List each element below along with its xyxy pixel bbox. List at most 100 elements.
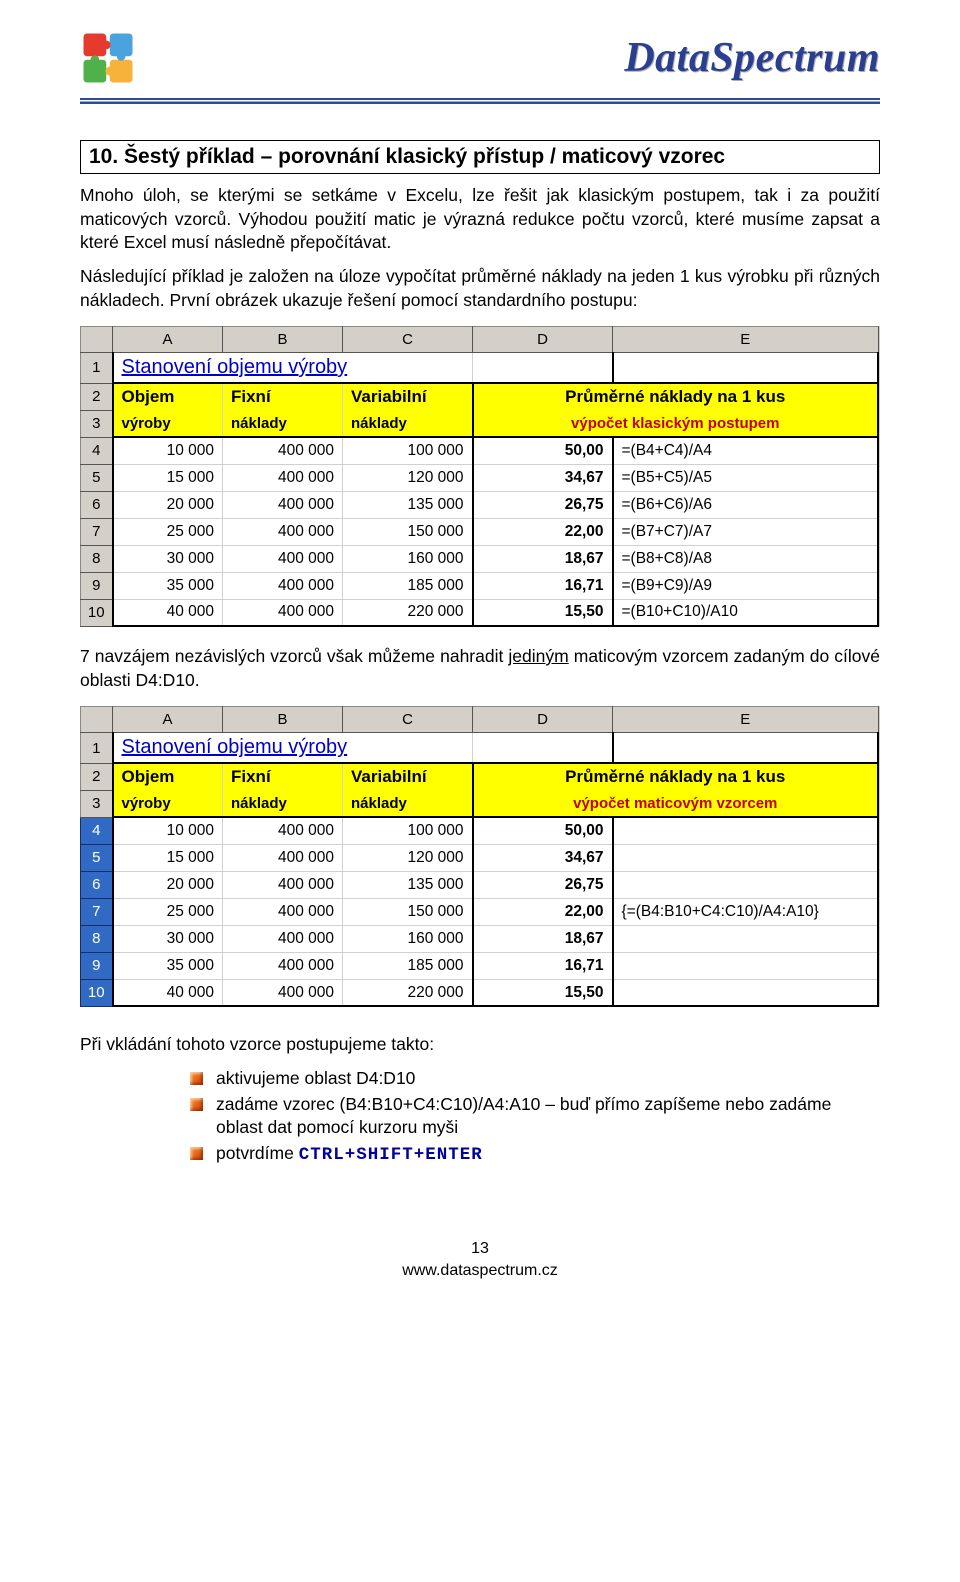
- cell-e[interactable]: =(B10+C10)/A10: [613, 599, 879, 626]
- row-header[interactable]: 2: [81, 763, 113, 790]
- row-header[interactable]: 7: [81, 518, 113, 545]
- cell-b[interactable]: 400 000: [223, 952, 343, 979]
- cell-c[interactable]: 220 000: [343, 599, 473, 626]
- cell-d[interactable]: 50,00: [473, 437, 613, 464]
- col-header-e[interactable]: E: [613, 327, 879, 353]
- row-header[interactable]: 5: [81, 464, 113, 491]
- cell-d[interactable]: 18,67: [473, 545, 613, 572]
- cell-e[interactable]: =(B9+C9)/A9: [613, 572, 879, 599]
- cell-b[interactable]: 400 000: [223, 979, 343, 1006]
- cell-b[interactable]: 400 000: [223, 817, 343, 844]
- cell-e[interactable]: =(B8+C8)/A8: [613, 545, 879, 572]
- cell-b[interactable]: 400 000: [223, 898, 343, 925]
- cell-c[interactable]: 220 000: [343, 979, 473, 1006]
- cell-c[interactable]: 100 000: [343, 817, 473, 844]
- corner-cell[interactable]: [81, 327, 113, 353]
- row-header[interactable]: 6: [81, 871, 113, 898]
- cell-e[interactable]: =(B7+C7)/A7: [613, 518, 879, 545]
- cell-b[interactable]: 400 000: [223, 518, 343, 545]
- col-header-a[interactable]: A: [113, 327, 223, 353]
- row-header[interactable]: 2: [81, 383, 113, 410]
- cell-b[interactable]: 400 000: [223, 464, 343, 491]
- cell-e[interactable]: [613, 979, 879, 1006]
- col-header-e[interactable]: E: [613, 707, 879, 733]
- cell-a[interactable]: 10 000: [113, 437, 223, 464]
- row-header[interactable]: 9: [81, 572, 113, 599]
- cell-c[interactable]: 160 000: [343, 545, 473, 572]
- cell-b[interactable]: 400 000: [223, 437, 343, 464]
- cell-c[interactable]: 135 000: [343, 871, 473, 898]
- cell-c[interactable]: 150 000: [343, 898, 473, 925]
- row-header[interactable]: 10: [81, 979, 113, 1006]
- cell-a[interactable]: 10 000: [113, 817, 223, 844]
- cell-c[interactable]: 120 000: [343, 464, 473, 491]
- cell-c[interactable]: 185 000: [343, 572, 473, 599]
- cell-b[interactable]: 400 000: [223, 599, 343, 626]
- col-header-a[interactable]: A: [113, 707, 223, 733]
- cell-c[interactable]: 135 000: [343, 491, 473, 518]
- cell-d[interactable]: 26,75: [473, 871, 613, 898]
- cell-a[interactable]: 35 000: [113, 572, 223, 599]
- cell-e[interactable]: [613, 952, 879, 979]
- cell-b[interactable]: 400 000: [223, 871, 343, 898]
- cell-d[interactable]: 22,00: [473, 898, 613, 925]
- cell-b[interactable]: 400 000: [223, 925, 343, 952]
- cell-d[interactable]: 18,67: [473, 925, 613, 952]
- cell-b[interactable]: 400 000: [223, 491, 343, 518]
- row-header[interactable]: 3: [81, 410, 113, 437]
- row-header[interactable]: 10: [81, 599, 113, 626]
- row-header[interactable]: 4: [81, 817, 113, 844]
- cell-c[interactable]: 100 000: [343, 437, 473, 464]
- row-header[interactable]: 8: [81, 925, 113, 952]
- col-header-d[interactable]: D: [473, 707, 613, 733]
- cell-a[interactable]: 15 000: [113, 844, 223, 871]
- cell-a[interactable]: 35 000: [113, 952, 223, 979]
- cell-c[interactable]: 150 000: [343, 518, 473, 545]
- row-header[interactable]: 9: [81, 952, 113, 979]
- cell-d[interactable]: 34,67: [473, 844, 613, 871]
- cell-d[interactable]: 22,00: [473, 518, 613, 545]
- col-header-d[interactable]: D: [473, 327, 613, 353]
- cell-e[interactable]: [613, 925, 879, 952]
- cell-e[interactable]: =(B6+C6)/A6: [613, 491, 879, 518]
- cell-c[interactable]: 120 000: [343, 844, 473, 871]
- cell-b[interactable]: 400 000: [223, 844, 343, 871]
- row-header[interactable]: 5: [81, 844, 113, 871]
- row-header[interactable]: 6: [81, 491, 113, 518]
- cell-e[interactable]: [613, 817, 879, 844]
- cell-a[interactable]: 25 000: [113, 898, 223, 925]
- col-header-b[interactable]: B: [223, 707, 343, 733]
- cell-d[interactable]: 34,67: [473, 464, 613, 491]
- cell-e[interactable]: {=(B4:B10+C4:C10)/A4:A10}: [613, 898, 879, 925]
- cell-b[interactable]: 400 000: [223, 545, 343, 572]
- cell-d[interactable]: 26,75: [473, 491, 613, 518]
- cell-e[interactable]: =(B5+C5)/A5: [613, 464, 879, 491]
- cell-a[interactable]: 20 000: [113, 871, 223, 898]
- cell-d[interactable]: 16,71: [473, 952, 613, 979]
- row-header[interactable]: 4: [81, 437, 113, 464]
- cell-e[interactable]: =(B4+C4)/A4: [613, 437, 879, 464]
- cell-d[interactable]: 15,50: [473, 979, 613, 1006]
- cell-c[interactable]: 160 000: [343, 925, 473, 952]
- corner-cell[interactable]: [81, 707, 113, 733]
- row-header[interactable]: 8: [81, 545, 113, 572]
- col-header-c[interactable]: C: [343, 707, 473, 733]
- row-header[interactable]: 1: [81, 353, 113, 384]
- row-header[interactable]: 7: [81, 898, 113, 925]
- cell-a[interactable]: 40 000: [113, 599, 223, 626]
- cell-b[interactable]: 400 000: [223, 572, 343, 599]
- cell-a[interactable]: 15 000: [113, 464, 223, 491]
- row-header[interactable]: 3: [81, 790, 113, 817]
- cell-e[interactable]: [613, 844, 879, 871]
- cell-a[interactable]: 40 000: [113, 979, 223, 1006]
- cell-a[interactable]: 25 000: [113, 518, 223, 545]
- col-header-b[interactable]: B: [223, 327, 343, 353]
- col-header-c[interactable]: C: [343, 327, 473, 353]
- row-header[interactable]: 1: [81, 733, 113, 764]
- cell-d[interactable]: 50,00: [473, 817, 613, 844]
- cell-d[interactable]: 16,71: [473, 572, 613, 599]
- cell-e[interactable]: [613, 871, 879, 898]
- cell-a[interactable]: 30 000: [113, 925, 223, 952]
- cell-a[interactable]: 20 000: [113, 491, 223, 518]
- cell-a[interactable]: 30 000: [113, 545, 223, 572]
